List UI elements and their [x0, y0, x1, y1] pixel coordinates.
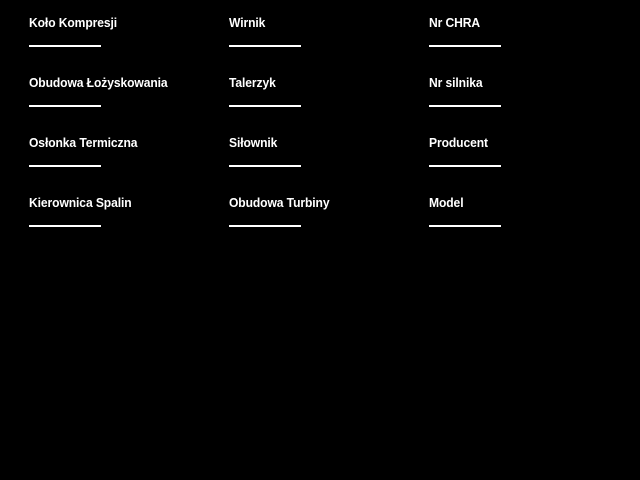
form-field-nr-chra[interactable]: Nr CHRA — [429, 14, 629, 74]
field-write-in-rule[interactable] — [429, 165, 501, 167]
field-label: Talerzyk — [229, 75, 276, 90]
form-field-talerzyk[interactable]: Talerzyk — [229, 74, 429, 134]
form-field-wirnik[interactable]: Wirnik — [229, 14, 429, 74]
field-label: Nr silnika — [429, 75, 483, 90]
form-field-silownik[interactable]: Siłownik — [229, 134, 429, 194]
field-write-in-rule[interactable] — [29, 105, 101, 107]
field-label: Siłownik — [229, 135, 278, 150]
field-label: Obudowa Łożyskowania — [29, 75, 168, 90]
field-label: Nr CHRA — [429, 15, 481, 30]
field-label: Koło Kompresji — [29, 15, 118, 30]
field-label: Kierownica Spalin — [29, 195, 132, 210]
form-field-grid: Koło Kompresji Wirnik Nr CHRA Obudowa Ło… — [29, 14, 629, 254]
form-field-kierownica-spalin[interactable]: Kierownica Spalin — [29, 194, 229, 254]
field-write-in-rule[interactable] — [229, 105, 301, 107]
form-field-nr-silnika[interactable]: Nr silnika — [429, 74, 629, 134]
field-write-in-rule[interactable] — [429, 45, 501, 47]
form-field-kolo-kompresji[interactable]: Koło Kompresji — [29, 14, 229, 74]
field-write-in-rule[interactable] — [229, 225, 301, 227]
field-write-in-rule[interactable] — [29, 45, 101, 47]
empty-lower-canvas — [0, 250, 640, 480]
field-label: Obudowa Turbiny — [229, 195, 330, 210]
field-write-in-rule[interactable] — [29, 165, 101, 167]
field-write-in-rule[interactable] — [429, 225, 501, 227]
form-field-obudowa-lozyskowania[interactable]: Obudowa Łożyskowania — [29, 74, 229, 134]
field-write-in-rule[interactable] — [429, 105, 501, 107]
field-label: Model — [429, 195, 464, 210]
form-field-model[interactable]: Model — [429, 194, 629, 254]
field-label: Producent — [429, 135, 488, 150]
form-field-oslonka-termiczna[interactable]: Osłonka Termiczna — [29, 134, 229, 194]
form-field-obudowa-turbiny[interactable]: Obudowa Turbiny — [229, 194, 429, 254]
field-write-in-rule[interactable] — [29, 225, 101, 227]
field-label: Wirnik — [229, 15, 266, 30]
field-label: Osłonka Termiczna — [29, 135, 138, 150]
field-write-in-rule[interactable] — [229, 45, 301, 47]
form-field-producent[interactable]: Producent — [429, 134, 629, 194]
field-write-in-rule[interactable] — [229, 165, 301, 167]
